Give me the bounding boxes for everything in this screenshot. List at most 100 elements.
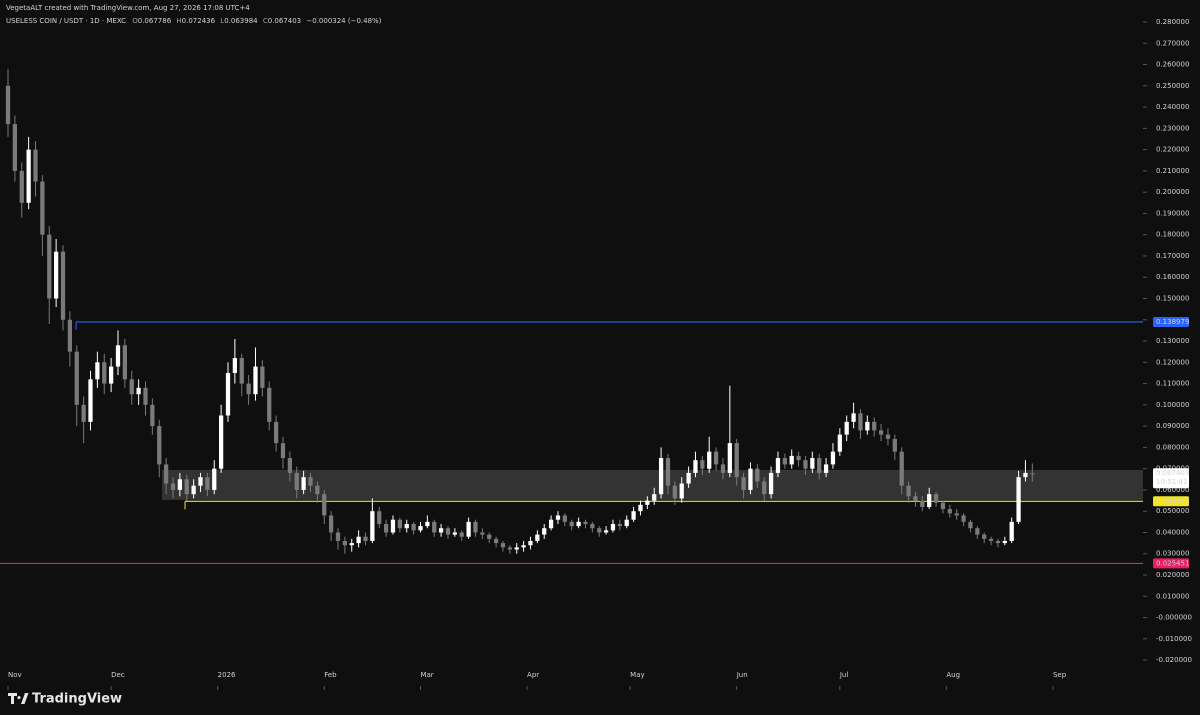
candle-body (968, 521, 973, 529)
candle-body (47, 234, 52, 299)
candle-body (521, 545, 526, 548)
candle-body (67, 319, 73, 352)
countdown: 10:51:41 (1156, 478, 1187, 486)
brand: TradingView (32, 692, 122, 707)
candle-body (418, 526, 423, 531)
candle-body (597, 528, 602, 533)
level-label: 0.025451 (1156, 559, 1189, 567)
y-tick-label: 0.110000 (1156, 380, 1189, 388)
candle-body (672, 485, 677, 499)
candle-body (796, 455, 801, 461)
candle-body (81, 404, 86, 422)
candle-body (652, 494, 657, 501)
candle-body (404, 523, 409, 529)
candle-body (383, 523, 389, 533)
candle-body (576, 521, 581, 527)
ohlc-value: 0.063984 (224, 17, 258, 25)
candle-body (535, 534, 540, 541)
candle-body (837, 434, 842, 452)
candle-body (191, 485, 196, 495)
y-tick-label: 0.190000 (1156, 209, 1189, 217)
ohlc-prefix: L (220, 17, 224, 25)
candle-body (136, 387, 141, 395)
candle-body (548, 519, 554, 529)
candle-body (631, 511, 636, 520)
candle-body (335, 532, 341, 541)
candle-body (1009, 521, 1014, 541)
candle-body (603, 530, 609, 533)
candle-body (851, 413, 856, 422)
candle-body (727, 443, 732, 473)
level-label-box (1153, 496, 1189, 507)
candle-body (1002, 540, 1007, 544)
candle-body (438, 528, 444, 533)
y-tick-label: 0.270000 (1156, 39, 1189, 47)
candle-body (328, 515, 334, 533)
candle-body (933, 494, 939, 503)
candle-body (789, 455, 794, 465)
y-tick-label: 0.220000 (1156, 146, 1189, 154)
candle-body (466, 521, 471, 537)
x-tick-label: Mar (420, 671, 433, 679)
candle-body (920, 500, 925, 507)
candle-body (734, 443, 739, 478)
candle-body (899, 451, 904, 486)
ohlc-prefix: C (263, 17, 268, 25)
candle-body (397, 519, 402, 529)
candle-body (115, 345, 121, 367)
candle-body (487, 534, 492, 539)
candle-body (177, 479, 183, 490)
candle-body (459, 532, 464, 537)
candle-body (102, 362, 107, 384)
candle-body (830, 451, 836, 465)
candle-body (170, 483, 176, 490)
candle-body (810, 458, 815, 469)
candle-body (95, 362, 100, 380)
y-tick-label: -0.020000 (1156, 656, 1192, 664)
candle-body (555, 515, 561, 520)
candle-body (163, 464, 169, 484)
candle-body (583, 521, 588, 524)
candle-body (198, 477, 203, 486)
candle-body (720, 464, 726, 473)
brand-logo (8, 693, 29, 704)
candle-body (260, 366, 265, 388)
candle-body (645, 500, 650, 505)
credit: VegetaALT created with TradingView.com, … (6, 4, 250, 12)
candle-body (411, 523, 416, 531)
x-tick-label: Jul (839, 671, 849, 679)
x-tick-label: Sep (1053, 671, 1067, 679)
candle-body (74, 351, 79, 405)
candle-body (267, 387, 272, 422)
candle-body (782, 458, 787, 465)
candle-body (143, 387, 148, 405)
candle-body (212, 468, 217, 490)
candle-body (569, 521, 574, 527)
y-tick-label: 0.020000 (1156, 571, 1189, 579)
candle-body (679, 483, 684, 499)
candle-body (624, 519, 629, 527)
x-tick-label: Apr (527, 671, 539, 679)
candle-body (253, 366, 258, 395)
y-tick-label: 0.200000 (1156, 188, 1189, 196)
y-tick-label: 0.160000 (1156, 273, 1189, 281)
candle-body (713, 451, 719, 465)
candle-body (301, 477, 306, 490)
symbol: USELESS COIN / USDT · 1D · MEXC (6, 17, 126, 25)
ohlc-prefix: H (176, 17, 181, 25)
change: −0.000324 (−0.48%) (306, 17, 381, 25)
candle-body (370, 511, 375, 541)
candle-body (707, 451, 712, 469)
candle-body (590, 523, 595, 529)
y-tick-label: 0.230000 (1156, 124, 1189, 132)
candle-body (53, 251, 59, 299)
candle-body (239, 358, 244, 384)
x-tick-label: May (630, 671, 644, 679)
candle-body (1030, 473, 1035, 475)
candle-body (947, 509, 952, 514)
candle-body (542, 528, 547, 535)
y-tick-label: 0.210000 (1156, 167, 1189, 175)
y-tick-label: 0.150000 (1156, 295, 1189, 303)
candle-body (432, 521, 437, 533)
